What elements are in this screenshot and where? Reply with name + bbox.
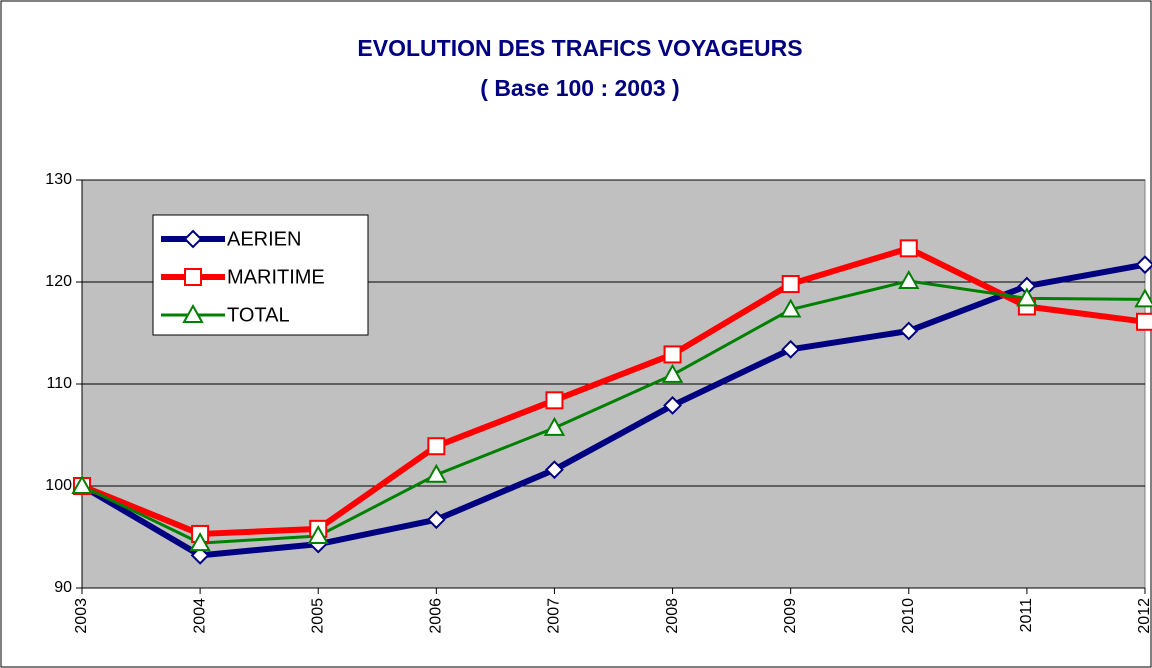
marker (182, 303, 204, 323)
legend-label: TOTAL (227, 304, 290, 326)
y-tick-label: 100 (45, 477, 72, 494)
marker (71, 474, 93, 494)
marker (545, 391, 564, 410)
y-tick-label: 130 (45, 171, 72, 188)
marker (184, 268, 202, 286)
marker (545, 460, 564, 480)
marker (427, 437, 446, 456)
x-tick-label: 2006 (428, 598, 445, 634)
x-tick-label: 2010 (900, 598, 917, 634)
y-tick-label: 110 (46, 375, 72, 392)
x-tick-label: 2004 (191, 598, 208, 634)
x-tick-label: 2005 (309, 598, 326, 634)
marker (189, 532, 211, 552)
x-tick-label: 2011 (1018, 598, 1035, 633)
marker (1016, 287, 1038, 307)
legend-label: MARITIME (227, 266, 325, 288)
marker (307, 524, 329, 544)
marker (426, 510, 446, 530)
marker (1134, 288, 1152, 308)
x-tick-label: 2012 (1136, 598, 1152, 634)
marker (899, 239, 918, 258)
marker (183, 229, 203, 249)
marker (781, 339, 801, 359)
marker (898, 269, 920, 289)
x-tick-label: 2007 (546, 598, 563, 634)
marker (1136, 312, 1152, 331)
chart-subtitle: ( Base 100 : 2003 ) (480, 75, 679, 101)
marker (663, 345, 682, 364)
marker (663, 396, 682, 415)
y-tick-label: 90 (54, 579, 72, 596)
legend-label: AERIEN (227, 228, 301, 250)
y-tick-label: 120 (45, 273, 72, 290)
marker (190, 545, 210, 565)
x-tick-label: 2003 (73, 598, 90, 634)
marker (899, 321, 919, 341)
marker (425, 463, 448, 483)
marker (779, 298, 802, 318)
series-line (80, 245, 1146, 537)
marker (543, 416, 566, 436)
series-line (81, 279, 1146, 545)
marker (781, 275, 800, 294)
marker (1135, 255, 1152, 275)
x-tick-label: 2009 (782, 598, 799, 634)
chart-title: EVOLUTION DES TRAFICS VOYAGEURS (357, 35, 802, 61)
series-line (80, 261, 1146, 559)
x-tick-label: 2008 (664, 598, 681, 634)
marker (661, 363, 684, 383)
